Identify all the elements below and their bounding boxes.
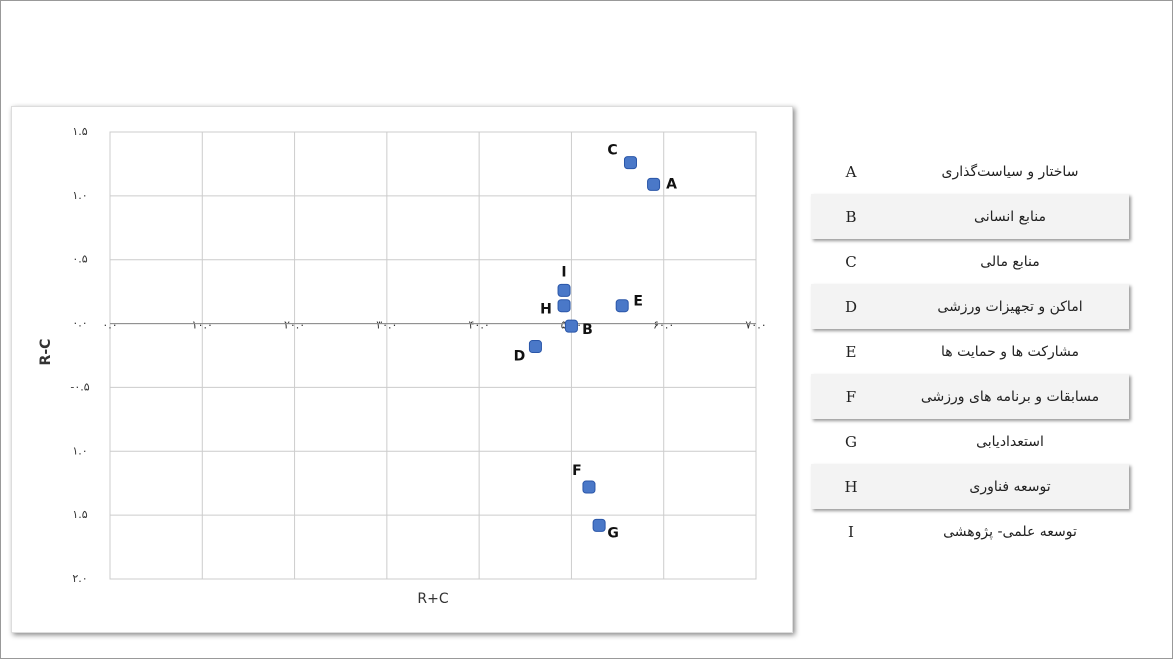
point xyxy=(616,300,628,312)
point xyxy=(558,300,570,312)
y-tick-label: ۲.۰ xyxy=(72,572,87,585)
row-name: توسعه علمی- پژوهشی xyxy=(891,524,1129,540)
plot-area xyxy=(110,132,756,579)
row-letter: A xyxy=(811,163,891,181)
x-tick-label: ۲۰.۰ xyxy=(284,319,305,332)
point xyxy=(558,284,570,296)
y-tick-label: ۰.۰ xyxy=(72,317,87,330)
point-label: I xyxy=(561,264,566,280)
x-tick-label: ۳۰.۰ xyxy=(376,319,397,332)
x-axis-title: R+C xyxy=(417,591,448,607)
row-name: استعدادیابی xyxy=(891,434,1129,450)
y-tick-label: ۱.۰ xyxy=(72,444,87,457)
point-label: C xyxy=(607,143,617,159)
point xyxy=(624,157,636,169)
row-letter: H xyxy=(811,478,891,496)
y-tick-label: ۱.۵ xyxy=(72,125,87,138)
point-label: F xyxy=(572,463,582,479)
chart-box: R-C R+C ۰.۰۱۰.۰۲۰.۰۳۰.۰۴۰.۰۵۰.۰۶۰.۰۷۰.۰۱… xyxy=(11,106,793,633)
x-tick-label: ۱۰.۰ xyxy=(192,319,213,332)
row-name: مشارکت ها و حمایت ها xyxy=(891,344,1129,360)
y-tick-label: ۱.۰ xyxy=(72,189,87,202)
point xyxy=(593,519,605,531)
point xyxy=(648,178,660,190)
point-label: A xyxy=(666,176,677,192)
row-letter: F xyxy=(811,388,891,406)
row-letter: D xyxy=(811,298,891,316)
point-label: B xyxy=(582,322,593,338)
row-letter: C xyxy=(811,253,891,271)
point xyxy=(565,320,577,332)
row-name: ساختار و سیاست‌گذاری xyxy=(891,164,1129,180)
y-tick-label: -۰.۵ xyxy=(70,380,89,393)
row-name: اماکن و تجهیزات ورزشی xyxy=(891,299,1129,315)
x-tick-label: ۰.۰ xyxy=(102,319,117,332)
chart: R-C R+C ۰.۰۱۰.۰۲۰.۰۳۰.۰۴۰.۰۵۰.۰۶۰.۰۷۰.۰۱… xyxy=(12,107,792,632)
row-name: توسعه فناوری xyxy=(891,479,1129,495)
row-letter: I xyxy=(811,523,891,541)
point-label: E xyxy=(633,294,643,310)
row-letter: G xyxy=(811,433,891,451)
y-axis-title: R-C xyxy=(38,339,54,366)
x-tick-label: ۶۰.۰ xyxy=(653,319,674,332)
point-label: G xyxy=(607,525,619,541)
row-letter: B xyxy=(811,208,891,226)
page: R-C R+C ۰.۰۱۰.۰۲۰.۰۳۰.۰۴۰.۰۵۰.۰۶۰.۰۷۰.۰۱… xyxy=(0,0,1173,659)
point-label: H xyxy=(540,302,552,318)
point xyxy=(529,341,541,353)
point-label: D xyxy=(514,349,526,365)
row-name: مسابقات و برنامه های ورزشی xyxy=(891,389,1129,405)
row-name: منابع مالی xyxy=(891,254,1129,270)
y-tick-label: ۰.۵ xyxy=(72,253,87,266)
point xyxy=(583,481,595,493)
x-tick-label: ۴۰.۰ xyxy=(469,319,490,332)
y-tick-label: ۱.۵ xyxy=(72,508,87,521)
row-name: منابع انسانی xyxy=(891,209,1129,225)
x-tick-label: ۷۰.۰ xyxy=(745,319,766,332)
row-letter: E xyxy=(811,343,891,361)
